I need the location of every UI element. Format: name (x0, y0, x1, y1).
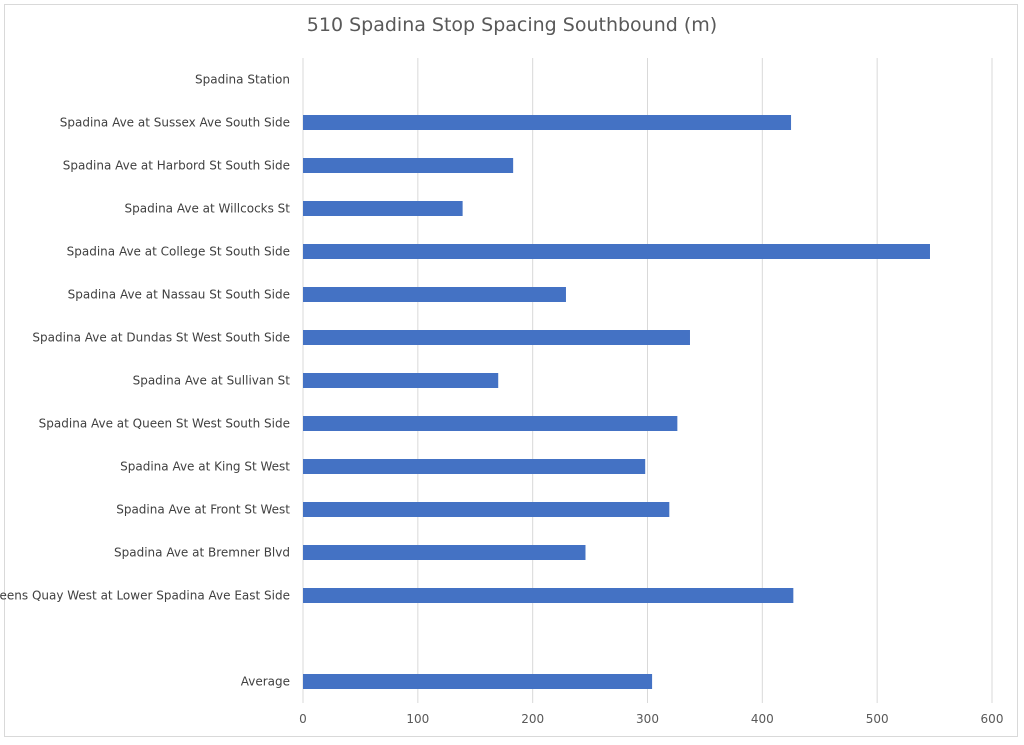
category-label: Spadina Ave at Sussex Ave South Side (60, 116, 290, 130)
x-tick-label: 0 (299, 712, 307, 726)
category-label: Spadina Ave at College St South Side (67, 245, 290, 259)
category-label: Spadina Ave at Willcocks St (125, 202, 291, 216)
x-axis-tick-labels: 0 100 200 300 400 500 600 (299, 712, 1003, 726)
x-tick-label: 400 (751, 712, 774, 726)
category-label: Spadina Ave at Queen St West South Side (39, 417, 290, 431)
bar (303, 330, 690, 345)
bars (303, 115, 930, 689)
x-tick-label: 600 (981, 712, 1004, 726)
bar (303, 287, 566, 302)
category-label: Average (241, 675, 290, 689)
chart-title: 510 Spadina Stop Spacing Southbound (m) (306, 14, 718, 36)
category-label: Spadina Ave at Harbord St South Side (63, 159, 290, 173)
category-label: Spadina Ave at Front St West (116, 503, 290, 517)
bar (303, 588, 794, 603)
category-label: Spadina Ave at Sullivan St (133, 374, 291, 388)
bar (303, 459, 646, 474)
category-label: Spadina Station (195, 73, 290, 87)
category-label: Queens Quay West at Lower Spadina Ave Ea… (0, 589, 290, 603)
category-label: Spadina Ave at Bremner Blvd (114, 546, 290, 560)
bar (303, 674, 653, 689)
category-label: Spadina Ave at Dundas St West South Side (32, 331, 290, 345)
bar (303, 201, 463, 216)
bar (303, 158, 514, 173)
category-label: Spadina Ave at King St West (120, 460, 290, 474)
x-tick-label: 300 (636, 712, 659, 726)
x-tick-label: 100 (406, 712, 429, 726)
bar (303, 115, 792, 130)
bar (303, 244, 930, 259)
x-tick-label: 200 (521, 712, 544, 726)
category-labels: Spadina Station Spadina Ave at Sussex Ave… (0, 73, 290, 689)
x-tick-label: 500 (866, 712, 889, 726)
bar (303, 545, 586, 560)
bar (303, 502, 670, 517)
category-label: Spadina Ave at Nassau St South Side (68, 288, 290, 302)
bar (303, 373, 499, 388)
bar (303, 416, 678, 431)
